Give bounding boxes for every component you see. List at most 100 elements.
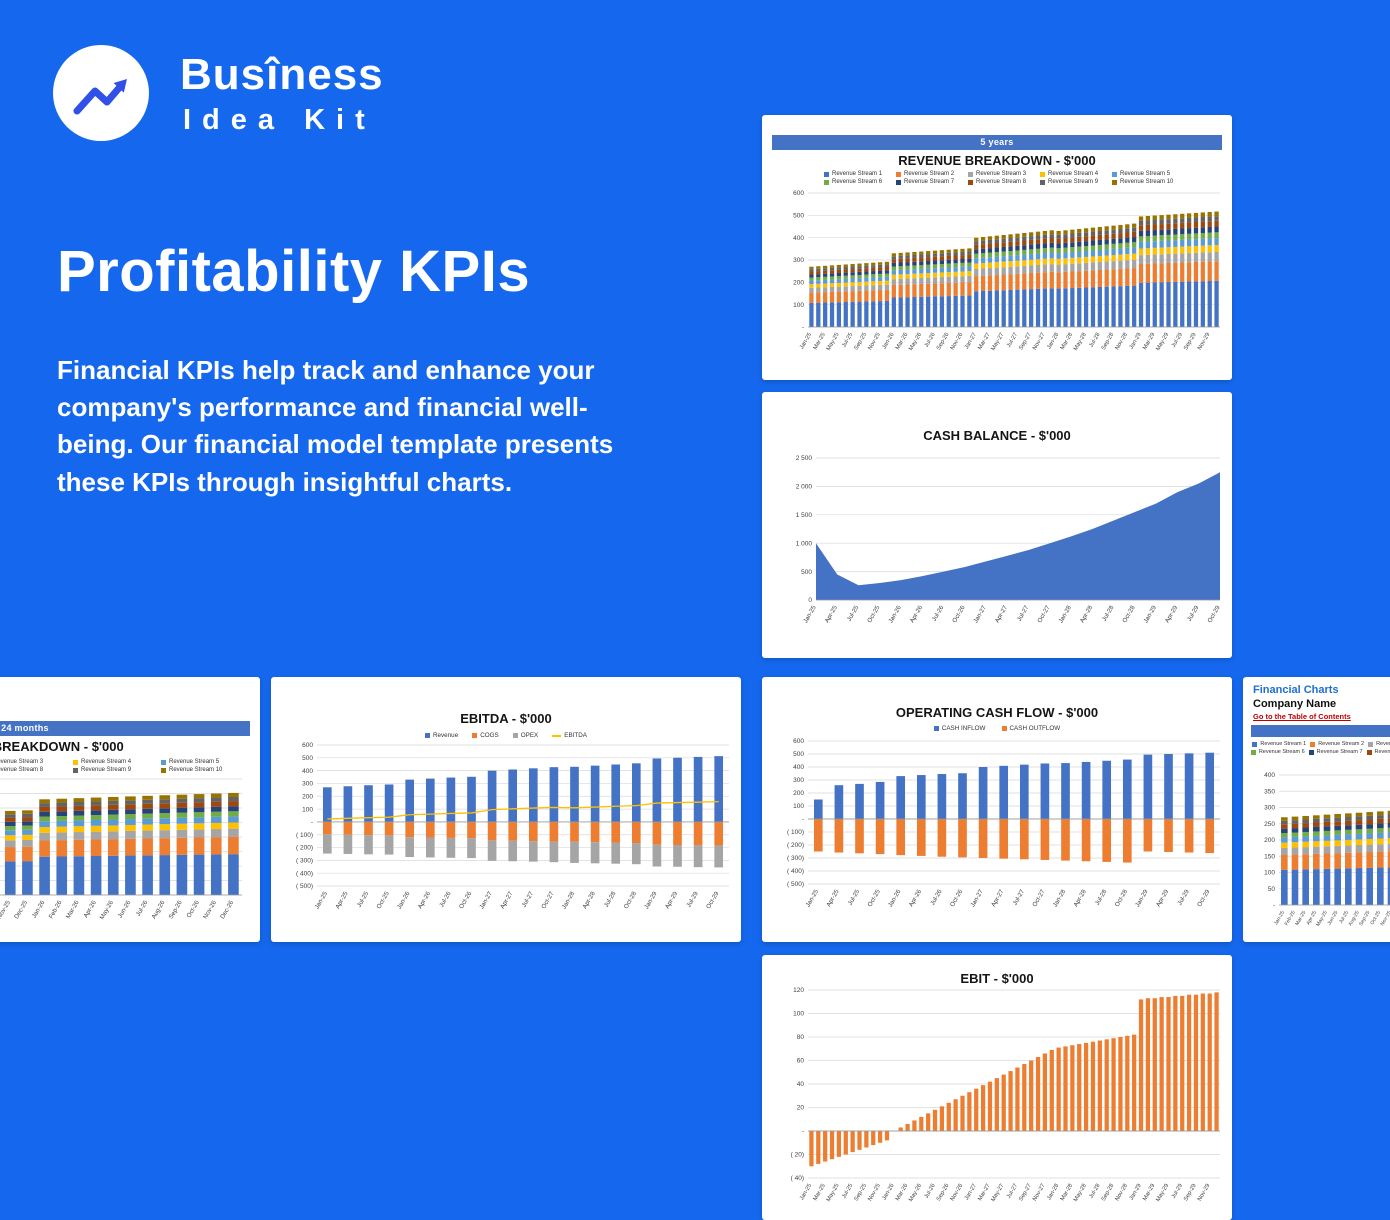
company-name: Company Name: [1253, 698, 1337, 710]
svg-text:Jan-27: Jan-27: [969, 888, 985, 908]
svg-text:Apr-25: Apr-25: [824, 604, 840, 624]
svg-text:Jul-25: Jul-25: [356, 890, 371, 909]
svg-text:Jul-28: Jul-28: [1101, 604, 1116, 623]
svg-text:Sep-26: Sep-26: [936, 332, 951, 351]
svg-text:Jan-25: Jan-25: [802, 604, 818, 624]
svg-text:Apr-29: Apr-29: [1155, 888, 1171, 908]
svg-text:Feb-26: Feb-26: [48, 899, 64, 920]
ebit-card: EBIT - $'000 120 100 80 60 40 20-( 20)( 40) Ja…: [762, 955, 1232, 1220]
svg-text:Sep-25: Sep-25: [854, 332, 869, 351]
legend-item: Revenue Stream 8: [1366, 749, 1390, 755]
svg-text:300: 300: [1264, 805, 1275, 812]
svg-text:Oct-27: Oct-27: [1031, 888, 1047, 908]
svg-text:Nov-25: Nov-25: [0, 899, 12, 920]
table-of-contents-link[interactable]: Go to the Table of Contents: [1253, 712, 1351, 721]
svg-text:120: 120: [793, 987, 804, 994]
svg-text:Mar-27: Mar-27: [977, 332, 991, 351]
svg-text:Jun-26: Jun-26: [117, 899, 133, 919]
legend-item: Revenue Stream 6: [824, 179, 888, 185]
svg-text:Jan-25: Jan-25: [799, 1183, 813, 1201]
operating-cash-flow-card: OPERATING CASH FLOW - $'000 CASH INFLOW C…: [762, 677, 1232, 942]
svg-text:Jul-29: Jul-29: [1176, 888, 1191, 907]
svg-text:-: -: [1273, 902, 1275, 909]
svg-text:Jul-26: Jul-26: [931, 604, 946, 623]
svg-text:Jul-27: Jul-27: [1006, 1183, 1019, 1200]
svg-text:600: 600: [793, 190, 804, 197]
svg-text:Jul-26: Jul-26: [924, 1183, 937, 1200]
brand-logo: [53, 45, 149, 141]
svg-text:200: 200: [1264, 837, 1275, 844]
svg-text:Sep-28: Sep-28: [1101, 332, 1116, 351]
svg-text:Oct-29: Oct-29: [1196, 888, 1212, 908]
svg-text:Jun-25: Jun-25: [1327, 910, 1340, 926]
svg-text:Jan-29: Jan-29: [1129, 1183, 1143, 1201]
svg-text:100: 100: [793, 302, 804, 309]
chart-title: CASH BALANCE - $'000: [923, 428, 1071, 443]
legend-item: OPEX: [512, 732, 538, 739]
legend-item: Revenue Stream 5: [161, 759, 241, 765]
svg-text:( 400): ( 400): [296, 870, 313, 877]
svg-text:Jan-26: Jan-26: [396, 890, 412, 910]
legend-item: Revenue Stream 3: [968, 171, 1032, 177]
svg-text:Jan-26: Jan-26: [882, 332, 896, 350]
period-badge: 24 months: [0, 721, 250, 736]
svg-text:May-27: May-27: [991, 1183, 1006, 1203]
svg-text:( 500): ( 500): [296, 883, 313, 890]
svg-text:Nov-29: Nov-29: [1197, 332, 1212, 351]
svg-text:Jan-29: Jan-29: [1142, 604, 1158, 624]
svg-text:Apr-29: Apr-29: [1164, 604, 1180, 624]
legend-item: EBITDA: [552, 732, 587, 739]
svg-text:( 300): ( 300): [787, 855, 804, 862]
svg-text:Apr-25: Apr-25: [825, 888, 841, 908]
svg-text:Jan-28: Jan-28: [561, 890, 577, 910]
svg-text:Oct-25: Oct-25: [375, 890, 391, 910]
svg-text:Jul-29: Jul-29: [1186, 604, 1201, 623]
cash-balance-card: CASH BALANCE - $'000 2 500 2 000 1 500 1 00…: [762, 392, 1232, 658]
svg-text:Sep-25: Sep-25: [854, 1183, 869, 1202]
legend-item: Revenue Stream 6: [1250, 749, 1305, 755]
legend-item: COGS: [472, 732, 499, 739]
svg-text:Jul-25: Jul-25: [847, 888, 862, 907]
chart-legend: CASH INFLOW CASH OUTFLOW: [762, 725, 1232, 732]
svg-text:60: 60: [797, 1058, 805, 1065]
svg-text:Jan-28: Jan-28: [1046, 332, 1060, 350]
svg-text:May-27: May-27: [991, 332, 1006, 352]
svg-text:80: 80: [797, 1034, 805, 1041]
svg-text:( 20): ( 20): [791, 1152, 804, 1159]
svg-text:Nov-28: Nov-28: [1114, 1183, 1129, 1202]
svg-text:Jan-25: Jan-25: [799, 332, 813, 350]
chart-title: EBIT - $'000: [960, 971, 1034, 986]
legend-item: Revenue Stream 7: [896, 179, 960, 185]
svg-text:500: 500: [302, 755, 313, 762]
svg-text:Jan-25: Jan-25: [314, 890, 330, 910]
svg-text:( 400): ( 400): [787, 868, 804, 875]
svg-text:( 100): ( 100): [787, 829, 804, 836]
svg-text:Jul-25: Jul-25: [841, 1183, 854, 1200]
legend-item: Revenue Stream 10: [1112, 179, 1176, 185]
svg-text:Dec-26: Dec-26: [219, 899, 235, 920]
svg-text:Oct-26: Oct-26: [949, 888, 965, 908]
svg-text:Mar-27: Mar-27: [977, 1183, 991, 1202]
svg-text:Nov-27: Nov-27: [1032, 1183, 1047, 1202]
svg-text:Nov-26: Nov-26: [950, 1183, 965, 1202]
svg-text:May-29: May-29: [1155, 1183, 1170, 1203]
svg-text:300: 300: [793, 777, 804, 784]
svg-text:2 000: 2 000: [796, 484, 813, 491]
svg-text:Jan-25: Jan-25: [805, 888, 821, 908]
svg-text:May-25: May-25: [1315, 910, 1329, 928]
legend-item: Revenue Stream 2: [896, 171, 960, 177]
svg-text:Sep-28: Sep-28: [1101, 1183, 1116, 1202]
svg-text:200: 200: [302, 793, 313, 800]
svg-text:Oct-28: Oct-28: [623, 890, 639, 910]
svg-text:Jul-25: Jul-25: [846, 604, 861, 623]
svg-text:( 200): ( 200): [296, 845, 313, 852]
svg-text:Oct-25: Oct-25: [866, 604, 882, 624]
svg-text:May-26: May-26: [908, 1183, 923, 1203]
svg-text:Apr-28: Apr-28: [1072, 888, 1088, 908]
chart-legend: Revenue COGS OPEX EBITDA: [271, 732, 741, 739]
svg-text:400: 400: [302, 768, 313, 775]
svg-text:150: 150: [1264, 853, 1275, 860]
svg-text:350: 350: [1264, 788, 1275, 795]
legend-item: Revenue Stream 3: [0, 759, 44, 765]
svg-text:Sep-27: Sep-27: [1018, 332, 1033, 351]
